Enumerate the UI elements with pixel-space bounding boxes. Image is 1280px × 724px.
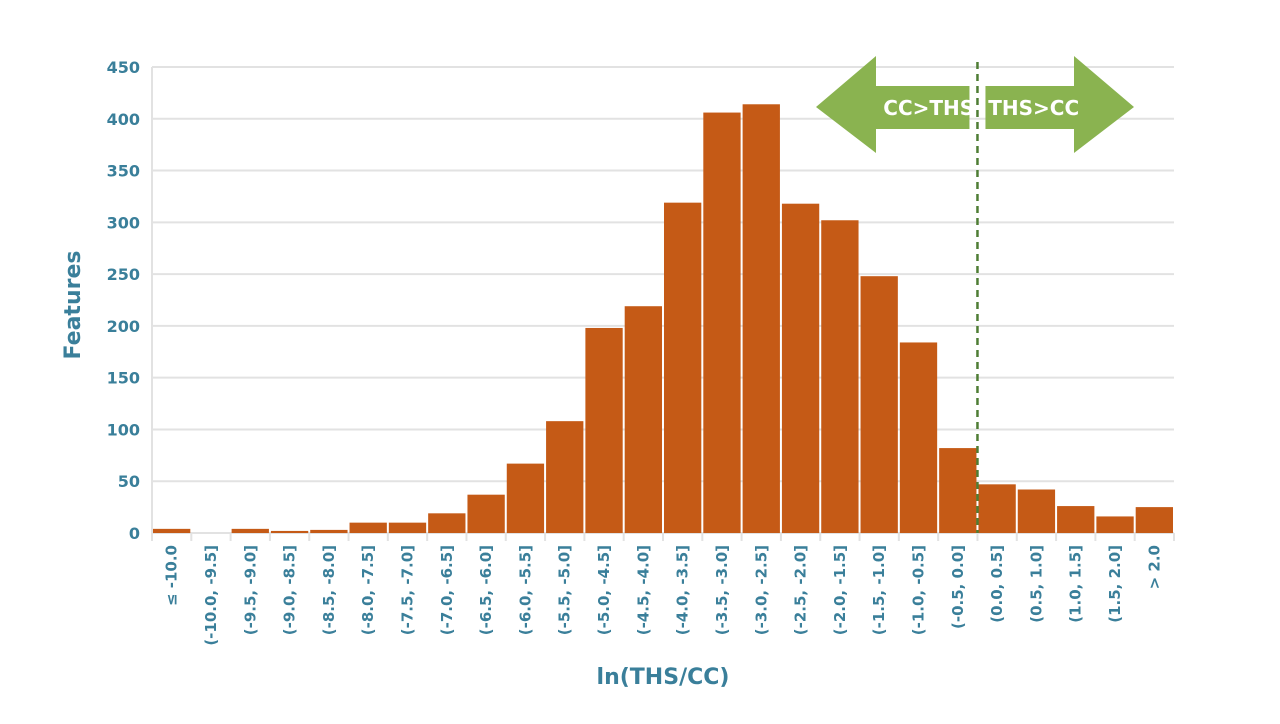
bar bbox=[1057, 506, 1095, 533]
x-tick-label: (-5.5, -5.0] bbox=[556, 545, 574, 635]
bar bbox=[428, 513, 466, 533]
bar bbox=[1096, 516, 1134, 533]
x-tick-label: (-4.0, -3.5] bbox=[674, 545, 692, 635]
bar bbox=[742, 104, 780, 533]
x-tick-label: (-8.5, -8.0] bbox=[320, 545, 338, 635]
y-tick-label: 50 bbox=[118, 472, 140, 491]
x-tick-label: (0.5, 1.0] bbox=[1027, 545, 1045, 623]
y-tick-label: 250 bbox=[107, 265, 140, 284]
x-tick-label: (-5.0, -4.5] bbox=[595, 545, 613, 635]
bar bbox=[270, 530, 309, 533]
y-tick-label: 300 bbox=[107, 213, 140, 232]
bar bbox=[703, 112, 741, 533]
y-tick-label: 400 bbox=[107, 110, 140, 129]
x-tick-label: (-3.5, -3.0] bbox=[713, 545, 731, 635]
x-tick-label: (1.0, 1.5] bbox=[1067, 545, 1085, 623]
arrow-right-shape bbox=[985, 56, 1134, 153]
x-tick-label: (-6.5, -6.0] bbox=[477, 545, 495, 635]
x-tick-label: (1.5, 2.0] bbox=[1106, 545, 1124, 623]
bar bbox=[821, 220, 859, 534]
y-tick-label: 150 bbox=[107, 369, 140, 388]
cc-gt-ths-arrow: CC>THS bbox=[816, 56, 974, 153]
y-tick-label: 0 bbox=[129, 524, 140, 543]
x-tick-label: (-0.5, 0.0] bbox=[949, 545, 967, 629]
x-tick-label: (-3.0, -2.5] bbox=[752, 545, 770, 635]
bar bbox=[1017, 489, 1056, 533]
arrow-label: THS>CC bbox=[988, 96, 1079, 120]
bar bbox=[1135, 507, 1173, 533]
x-tick-label: (-1.0, -0.5] bbox=[910, 545, 928, 635]
ths-gt-cc-arrow: THS>CC bbox=[985, 56, 1134, 153]
x-tick-label: (-1.5, -1.0] bbox=[870, 545, 888, 635]
bar bbox=[310, 529, 348, 533]
x-tick-label: (-9.0, -8.5] bbox=[281, 545, 299, 635]
bar bbox=[506, 463, 545, 533]
y-axis-title: Features bbox=[61, 251, 86, 360]
x-tick-label: (-7.0, -6.5] bbox=[438, 545, 456, 635]
bar bbox=[467, 494, 505, 533]
bar bbox=[978, 484, 1016, 533]
bar bbox=[781, 203, 820, 533]
x-tick-label: (-10.0, -9.5] bbox=[202, 545, 220, 646]
y-tick-label: 100 bbox=[107, 420, 140, 439]
x-tick-label: > 2.0 bbox=[1145, 545, 1163, 589]
x-tick-label: (-8.0, -7.5] bbox=[359, 545, 377, 635]
bar bbox=[899, 342, 938, 533]
x-tick-label: ≤ -10.0 bbox=[163, 545, 181, 606]
bar bbox=[664, 202, 702, 533]
bar bbox=[624, 306, 662, 533]
bar bbox=[585, 327, 623, 533]
y-tick-label: 450 bbox=[107, 58, 140, 77]
bar bbox=[860, 276, 898, 533]
x-tick-label: (-9.5, -9.0] bbox=[241, 545, 259, 635]
bar bbox=[388, 522, 427, 533]
bar bbox=[231, 528, 269, 533]
y-tick-label: 350 bbox=[107, 162, 140, 181]
bar bbox=[153, 528, 191, 533]
x-tick-label: (0.0, 0.5] bbox=[988, 545, 1006, 623]
bar bbox=[546, 421, 584, 533]
x-tick-label: (-2.0, -1.5] bbox=[831, 545, 849, 635]
x-tick-label: (-4.5, -4.0] bbox=[634, 545, 652, 635]
x-tick-label: (-7.5, -7.0] bbox=[399, 545, 417, 635]
x-tick-label: (-2.5, -2.0] bbox=[792, 545, 810, 635]
bar bbox=[939, 448, 977, 533]
bar bbox=[349, 522, 387, 533]
y-tick-label: 200 bbox=[107, 317, 140, 336]
arrow-left-shape bbox=[816, 56, 970, 153]
x-axis-title: ln(THS/CC) bbox=[597, 665, 730, 690]
arrow-label: CC>THS bbox=[883, 96, 974, 120]
x-tick-label: (-6.0, -5.5] bbox=[516, 545, 534, 635]
